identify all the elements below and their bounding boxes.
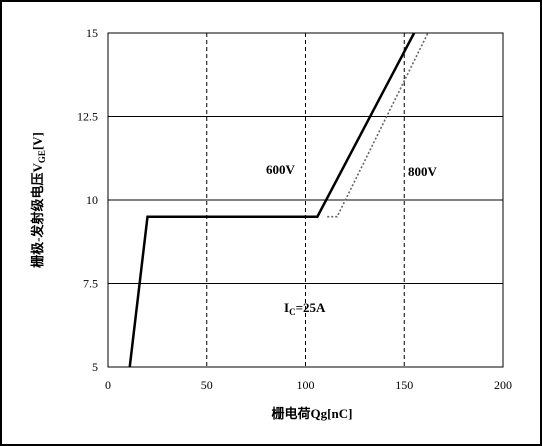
y-tick-label: 5 [92,360,98,374]
grid-lines [108,33,503,367]
ic-annotation-main: I [284,300,289,315]
ic-annotation-subscript: C [289,307,296,317]
y-axis-label-main: 栅极-发射级电压V [30,163,45,268]
y-axis-label-subscript: GE [37,150,47,163]
x-tick-label: 200 [494,378,512,392]
y-tick-label: 7.5 [83,277,98,291]
y-tick-label: 12.5 [77,110,98,124]
x-tick-label: 150 [395,378,413,392]
ic-annotation: IC=25A [284,300,326,317]
x-tick-label: 50 [201,378,213,392]
x-tick-label: 0 [105,378,111,392]
series-lines [128,32,429,368]
series-line-800v [327,32,429,218]
ic-annotation-rest: =25A [296,300,326,315]
x-axis-label: 栅电荷Qg[nC] [272,406,353,421]
y-axis-label-unit: [V] [30,132,45,150]
y-tick-label: 15 [86,26,98,40]
x-tick-label: 100 [297,378,315,392]
series-label-800v: 800V [408,164,438,179]
y-axis-label: 栅极-发射级电压VGE[V] [30,132,47,268]
plot-area [107,32,504,368]
series-line-600v [128,32,416,368]
series-label-600v: 600V [266,162,296,177]
y-tick-label: 10 [86,193,98,207]
